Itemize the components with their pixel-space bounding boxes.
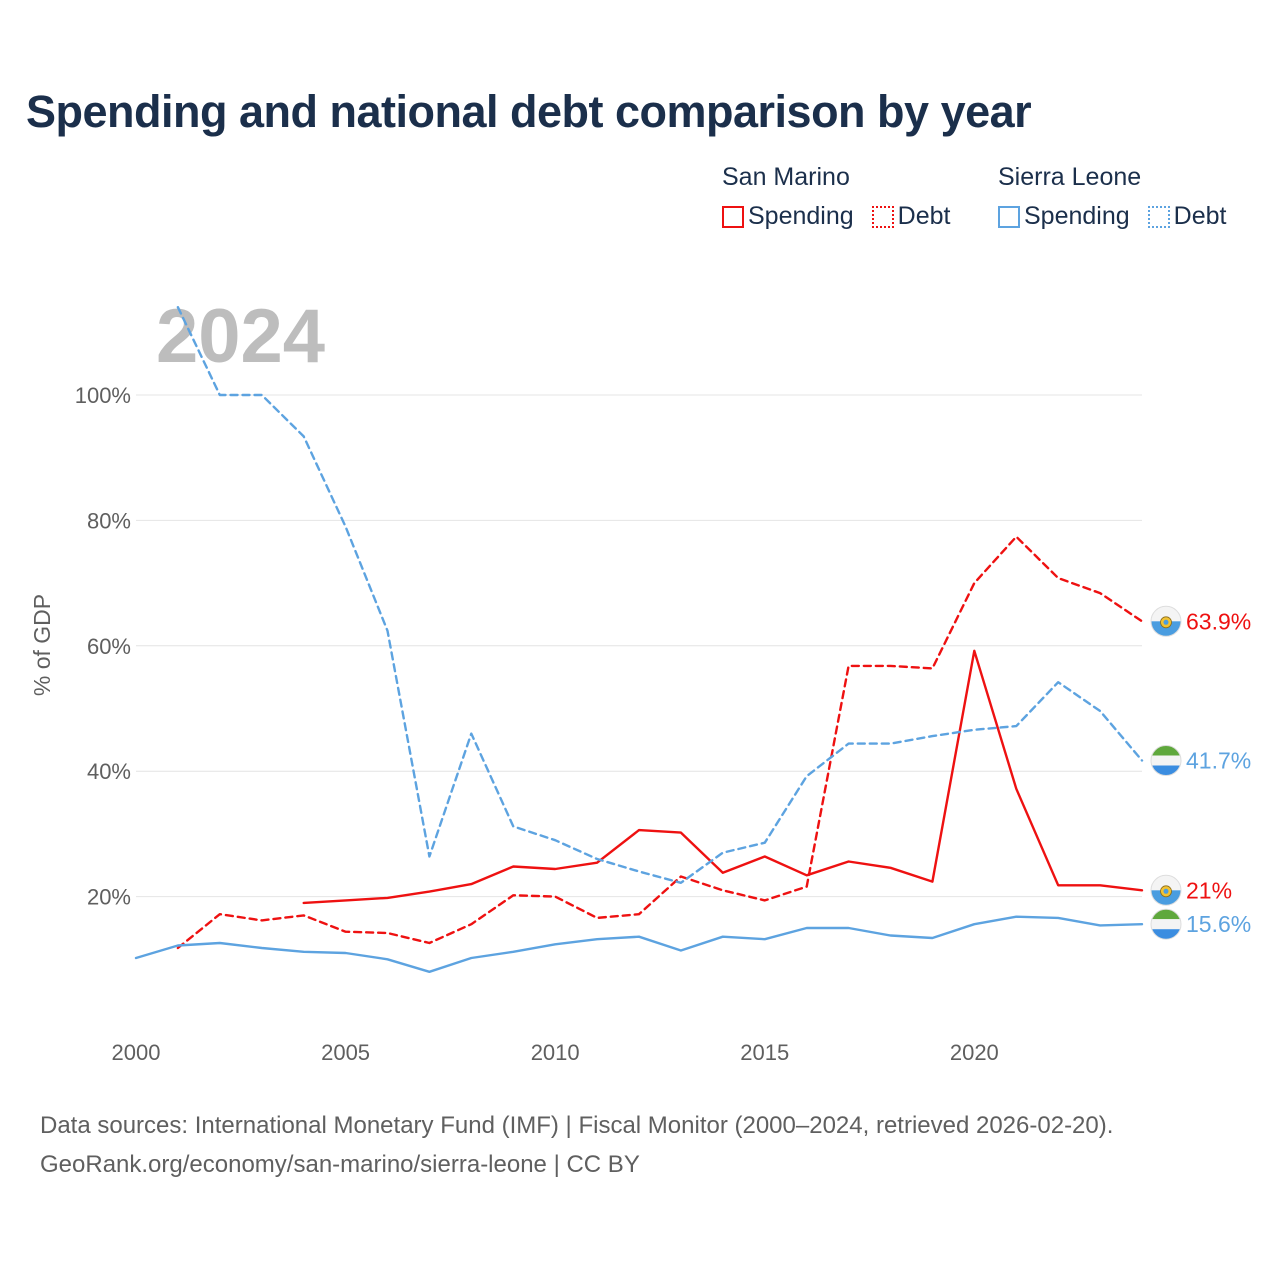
legend-entry-label: Debt (897, 202, 951, 230)
series-line-san-marino-debt[interactable] (176, 535, 1144, 950)
legend-swatch-dotted (1147, 205, 1170, 228)
legend-entry-debt[interactable]: Debt (871, 202, 951, 231)
y-tick-label: 60% (87, 634, 131, 659)
series-line-sierra-leone-spending[interactable] (134, 915, 1144, 973)
legend-swatch-solid (998, 205, 1020, 228)
y-tick-label: 40% (87, 759, 131, 784)
series-end-label: 21% (1186, 877, 1232, 903)
chart-title: Spending and national debt comparison by… (26, 86, 1032, 137)
legend-country-label: San Marino (722, 163, 850, 191)
legend-entry-label: Spending (748, 202, 854, 230)
x-tick-label: 2000 (112, 1040, 161, 1065)
x-tick-label: 2015 (740, 1040, 789, 1065)
source-link[interactable]: GeoRank.org/economy/san-marino/sierra-le… (40, 1151, 640, 1178)
legend-entry-spending[interactable]: Spending (998, 202, 1130, 231)
x-tick-label: 2005 (321, 1040, 370, 1065)
y-tick-label: 20% (87, 885, 131, 910)
san-marino-flag-icon (1150, 605, 1182, 637)
chart-footer: Data sources: International Monetary Fun… (40, 1106, 1113, 1184)
series-line-sierra-leone-debt[interactable] (176, 306, 1144, 884)
legend-swatch-solid (722, 205, 744, 228)
x-tick-label: 2010 (531, 1040, 580, 1065)
x-tick-label: 2020 (950, 1040, 999, 1065)
data-source-note: Data sources: International Monetary Fun… (40, 1112, 1114, 1139)
sierra-leone-flag-icon (1150, 745, 1182, 776)
series-end-label: 41.7% (1186, 748, 1251, 774)
legend-entry-label: Spending (1024, 202, 1130, 230)
series-line-san-marino-spending[interactable] (302, 649, 1144, 905)
legend-san-marino: San Marino Spending Debt (722, 160, 968, 231)
line-chart: 20% 40% 60% 80% 100% 2000 2005 2010 2015 2020 202… (29, 294, 1251, 1065)
legend-entry-label: Debt (1173, 202, 1227, 230)
legend-swatch-dotted (871, 205, 894, 228)
year-watermark: 2024 (156, 294, 325, 379)
san-marino-flag-icon (1150, 874, 1182, 906)
y-tick-label: 80% (87, 508, 131, 533)
legend-entry-debt[interactable]: Debt (1147, 202, 1227, 231)
sierra-leone-flag-icon (1150, 908, 1182, 940)
legend-country-label: Sierra Leone (998, 163, 1142, 191)
series-end-label: 63.9% (1186, 608, 1251, 634)
legend-sierra-leone: Sierra Leone Spending Debt (998, 160, 1226, 231)
y-axis-label: % of GDP (29, 594, 55, 696)
legend-entry-spending[interactable]: Spending (722, 202, 854, 231)
series-end-label: 15.6% (1186, 911, 1251, 937)
y-tick-label: 100% (75, 383, 131, 408)
